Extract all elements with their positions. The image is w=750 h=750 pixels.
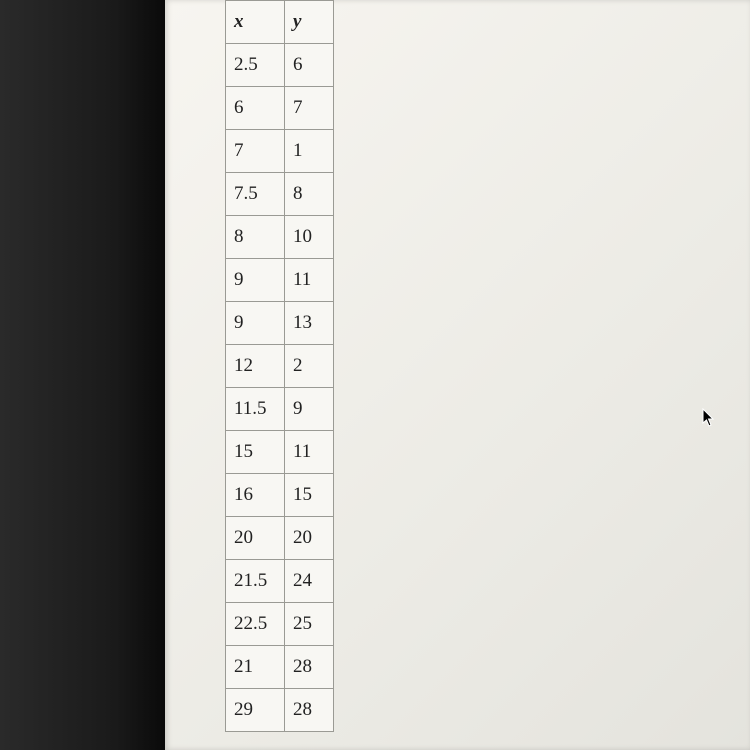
table-row: 21 28 — [226, 646, 334, 689]
table-row: 7 1 — [226, 130, 334, 173]
column-header-y: y — [285, 1, 334, 44]
cell-x: 12 — [226, 345, 285, 388]
cell-y: 11 — [285, 431, 334, 474]
cell-x: 21.5 — [226, 560, 285, 603]
cell-x: 9 — [226, 302, 285, 345]
table-row: 29 28 — [226, 689, 334, 732]
table-row: 6 7 — [226, 87, 334, 130]
xy-data-table: x y 2.5 6 6 7 7 1 7.5 8 8 10 — [225, 0, 334, 732]
cell-x: 6 — [226, 87, 285, 130]
table-row: 11.5 9 — [226, 388, 334, 431]
cell-y: 28 — [285, 646, 334, 689]
cell-x: 22.5 — [226, 603, 285, 646]
dark-side-strip — [0, 0, 165, 750]
table-body: 2.5 6 6 7 7 1 7.5 8 8 10 9 11 — [226, 44, 334, 732]
cell-x: 8 — [226, 216, 285, 259]
cell-y: 25 — [285, 603, 334, 646]
table-row: 20 20 — [226, 517, 334, 560]
document-page: x y 2.5 6 6 7 7 1 7.5 8 8 10 — [165, 0, 750, 750]
cell-y: 24 — [285, 560, 334, 603]
cell-x: 2.5 — [226, 44, 285, 87]
cell-y: 20 — [285, 517, 334, 560]
table-header-row: x y — [226, 1, 334, 44]
table-row: 22.5 25 — [226, 603, 334, 646]
cell-y: 8 — [285, 173, 334, 216]
table-row: 21.5 24 — [226, 560, 334, 603]
table-row: 16 15 — [226, 474, 334, 517]
table-row: 8 10 — [226, 216, 334, 259]
column-header-x: x — [226, 1, 285, 44]
cell-x: 7.5 — [226, 173, 285, 216]
cell-y: 9 — [285, 388, 334, 431]
cell-x: 21 — [226, 646, 285, 689]
cell-y: 15 — [285, 474, 334, 517]
table-row: 12 2 — [226, 345, 334, 388]
cell-x: 15 — [226, 431, 285, 474]
cell-y: 13 — [285, 302, 334, 345]
table-row: 9 13 — [226, 302, 334, 345]
cell-x: 11.5 — [226, 388, 285, 431]
cell-x: 9 — [226, 259, 285, 302]
cell-y: 2 — [285, 345, 334, 388]
table-row: 2.5 6 — [226, 44, 334, 87]
cell-y: 6 — [285, 44, 334, 87]
cell-x: 29 — [226, 689, 285, 732]
cell-x: 7 — [226, 130, 285, 173]
cell-y: 10 — [285, 216, 334, 259]
cell-x: 20 — [226, 517, 285, 560]
cell-y: 11 — [285, 259, 334, 302]
mouse-cursor-icon — [702, 408, 716, 428]
table-row: 15 11 — [226, 431, 334, 474]
cell-y: 28 — [285, 689, 334, 732]
table-row: 7.5 8 — [226, 173, 334, 216]
table-row: 9 11 — [226, 259, 334, 302]
cell-y: 7 — [285, 87, 334, 130]
cell-x: 16 — [226, 474, 285, 517]
cell-y: 1 — [285, 130, 334, 173]
